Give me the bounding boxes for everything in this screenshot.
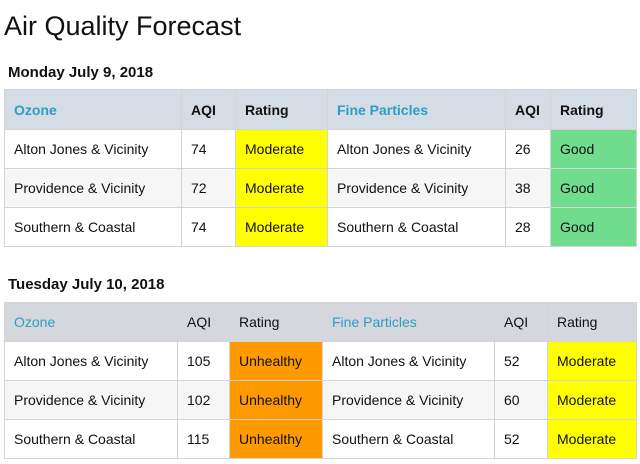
- aqi-cell: 105: [177, 341, 230, 381]
- day-heading-monday: Monday July 9, 2018: [8, 64, 154, 81]
- aqi-cell: 74: [181, 207, 236, 247]
- region-cell: Providence & Vicinity: [4, 380, 178, 420]
- forecast-table-monday: Ozone AQI Rating Fine Particles AQI Rati…: [4, 89, 637, 247]
- region-cell: Southern & Coastal: [4, 419, 178, 459]
- table-row: Providence & Vicinity 72 Moderate Provid…: [4, 168, 637, 208]
- region-cell: Southern & Coastal: [327, 207, 506, 247]
- rating-cell: Moderate: [547, 380, 637, 420]
- aqi-cell: 28: [505, 207, 551, 247]
- forecast-table-tuesday: Ozone AQI Rating Fine Particles AQI Rati…: [4, 302, 637, 459]
- rating-cell: Moderate: [235, 207, 328, 247]
- table-header-row: Ozone AQI Rating Fine Particles AQI Rati…: [4, 302, 637, 342]
- rating-header: Rating: [235, 89, 328, 130]
- aqi-cell: 26: [505, 129, 551, 169]
- aqi-header: AQI: [181, 89, 236, 130]
- rating-cell: Moderate: [547, 341, 637, 381]
- page-title: Air Quality Forecast: [4, 11, 242, 41]
- fine-particles-header: Fine Particles: [327, 89, 506, 130]
- aqi-cell: 115: [177, 419, 230, 459]
- region-cell: Alton Jones & Vicinity: [327, 129, 506, 169]
- rating-cell: Moderate: [547, 419, 637, 459]
- day-heading-tuesday: Tuesday July 10, 2018: [8, 276, 165, 293]
- region-cell: Providence & Vicinity: [327, 168, 506, 208]
- rating-header: Rating: [550, 89, 637, 130]
- aqi-cell: 52: [494, 341, 548, 381]
- rating-header: Rating: [547, 302, 637, 342]
- rating-cell: Unhealthy: [229, 419, 323, 459]
- aqi-cell: 38: [505, 168, 551, 208]
- rating-cell: Unhealthy: [229, 341, 323, 381]
- aqi-header: AQI: [505, 89, 551, 130]
- region-cell: Providence & Vicinity: [4, 168, 182, 208]
- rating-cell: Good: [550, 207, 637, 247]
- region-cell: Alton Jones & Vicinity: [4, 129, 182, 169]
- aqi-header: AQI: [177, 302, 230, 342]
- fine-particles-header: Fine Particles: [322, 302, 495, 342]
- region-cell: Providence & Vicinity: [322, 380, 495, 420]
- region-cell: Alton Jones & Vicinity: [322, 341, 495, 381]
- aqi-cell: 74: [181, 129, 236, 169]
- aqi-cell: 72: [181, 168, 236, 208]
- table-row: Southern & Coastal 115 Unhealthy Souther…: [4, 419, 637, 459]
- rating-cell: Good: [550, 168, 637, 208]
- table-row: Alton Jones & Vicinity 105 Unhealthy Alt…: [4, 341, 637, 381]
- ozone-header: Ozone: [4, 89, 182, 130]
- table-row: Alton Jones & Vicinity 74 Moderate Alton…: [4, 129, 637, 169]
- aqi-header: AQI: [494, 302, 548, 342]
- rating-cell: Unhealthy: [229, 380, 323, 420]
- rating-header: Rating: [229, 302, 323, 342]
- ozone-header: Ozone: [4, 302, 178, 342]
- rating-cell: Moderate: [235, 129, 328, 169]
- table-row: Providence & Vicinity 102 Unhealthy Prov…: [4, 380, 637, 420]
- rating-cell: Moderate: [235, 168, 328, 208]
- table-header-row: Ozone AQI Rating Fine Particles AQI Rati…: [4, 89, 637, 130]
- aqi-cell: 102: [177, 380, 230, 420]
- rating-cell: Good: [550, 129, 637, 169]
- region-cell: Southern & Coastal: [4, 207, 182, 247]
- aqi-cell: 60: [494, 380, 548, 420]
- region-cell: Southern & Coastal: [322, 419, 495, 459]
- table-row: Southern & Coastal 74 Moderate Southern …: [4, 207, 637, 247]
- region-cell: Alton Jones & Vicinity: [4, 341, 178, 381]
- aqi-cell: 52: [494, 419, 548, 459]
